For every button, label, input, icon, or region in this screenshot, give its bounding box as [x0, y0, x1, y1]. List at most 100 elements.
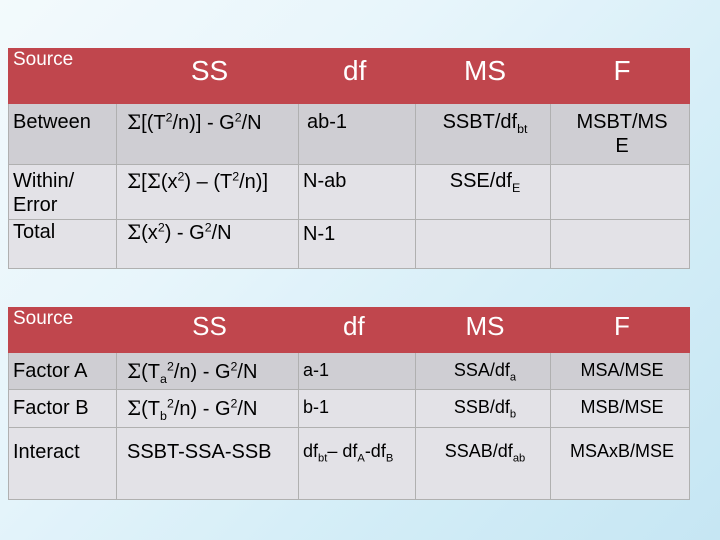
sigma-symbol: Σ — [127, 396, 142, 420]
table1-header-ss: SS — [116, 48, 299, 104]
table1-between-f: MSBT/MS E — [550, 103, 690, 165]
table1-within-ms: SSE/dfE — [415, 164, 551, 220]
table1-header-ms: MS — [415, 48, 551, 104]
ms-part: SSA/df — [453, 360, 510, 380]
table2-row-factor-a: Factor A Σ(Ta2/n) - G2/N a-1 SSA/dfa MSA… — [8, 352, 690, 390]
table2-interact-label: Interact — [8, 427, 117, 500]
table1-within-f — [550, 164, 690, 220]
sigma-symbol: Σ — [127, 110, 142, 134]
table2-header-ms-label: MS — [465, 311, 505, 341]
table2-factor-a-f: MSA/MSE — [550, 352, 690, 390]
table2-interact-df: dfbt– dfA-dfB — [298, 427, 416, 500]
ss-part: /n) - G — [173, 398, 231, 420]
table2-factor-a-ss: Σ(Ta2/n) - G2/N — [116, 352, 299, 390]
table2-header-f: F — [550, 307, 690, 353]
table2-header-df-label: df — [343, 311, 365, 341]
table2-factor-b-label: Factor B — [8, 389, 117, 428]
table2-factor-a-ms: SSA/dfa — [415, 352, 551, 390]
df-part: -df — [364, 441, 386, 461]
ss-part: /N — [237, 361, 258, 383]
f-line: MSBT/MS — [576, 111, 668, 133]
sigma-symbol: Σ — [127, 220, 142, 244]
table1-header-source: Source — [8, 48, 117, 104]
table1-total-ss: Σ(x2) - G2/N — [116, 219, 299, 269]
table2-factor-b-df: b-1 — [298, 389, 416, 428]
df-subscript: bt — [318, 452, 328, 465]
table2-row-interact: Interact SSBT-SSA-SSB dfbt– dfA-dfB SSAB… — [8, 427, 690, 500]
ss-part: (T — [141, 398, 161, 420]
ss-part: /N — [241, 112, 262, 134]
table2-header-ss: SS — [116, 307, 299, 353]
table1-header-f-label: F — [613, 55, 631, 86]
table2-interact-ms: SSAB/dfab — [415, 427, 551, 500]
table2-header-ss-label: SS — [192, 311, 227, 341]
ss-exponent: 2 — [230, 359, 238, 374]
ss-part: (T — [141, 361, 161, 383]
ss-exponent: 2 — [232, 169, 240, 184]
table1-within-ss: Σ[Σ(x2) – (T2/n)] — [116, 164, 299, 220]
table1-header-ss-label: SS — [190, 55, 229, 86]
table1-total-ms — [415, 219, 551, 269]
df-part: df — [303, 441, 319, 461]
ss-exponent: 2 — [177, 169, 185, 184]
sigma-symbol: Σ — [146, 169, 161, 193]
ss-part: (x — [160, 171, 178, 193]
ss-exponent: 2 — [230, 396, 238, 411]
ss-part: (x — [141, 222, 158, 244]
table1-header-ms-label: MS — [464, 55, 506, 86]
ms-part: SSE/df — [449, 170, 512, 192]
table1-header-df-label: df — [343, 55, 367, 86]
table2-factor-b-ss: Σ(Tb2/n) - G2/N — [116, 389, 299, 428]
ss-part: ) - G — [164, 222, 205, 244]
ms-part: SSB/df — [453, 397, 510, 417]
table1-total-label: Total — [8, 219, 117, 269]
anova-table-two-way: Source SS df MS F Factor A Σ(Ta2/n) - G2… — [8, 307, 690, 500]
table2-header-f-label: F — [614, 311, 630, 341]
ms-subscript: b — [509, 408, 517, 421]
label-line: Within/ — [13, 170, 75, 192]
table2-factor-b-ms: SSB/dfb — [415, 389, 551, 428]
table2-factor-a-df: a-1 — [298, 352, 416, 390]
ss-exponent: 2 — [157, 220, 165, 235]
f-line: E — [615, 135, 629, 157]
table2-row-factor-b: Factor B Σ(Tb2/n) - G2/N b-1 SSB/dfb MSB… — [8, 389, 690, 428]
table2-header-source-label: Source — [13, 308, 74, 329]
ms-subscript: ab — [512, 452, 526, 465]
table1-header-df: df — [298, 48, 416, 104]
table2-interact-f: MSAxB/MSE — [550, 427, 690, 500]
ss-exponent: 2 — [204, 220, 212, 235]
ms-subscript: bt — [517, 122, 528, 136]
ss-exponent: 2 — [234, 110, 242, 125]
table2-header-df: df — [298, 307, 416, 353]
table1-between-df: ab-1 — [298, 103, 416, 165]
sigma-symbol: Σ — [127, 359, 142, 383]
table2-factor-b-f: MSB/MSE — [550, 389, 690, 428]
label-line: Error — [13, 194, 58, 216]
df-subscript: B — [385, 452, 394, 465]
ss-exponent: 2 — [165, 110, 173, 125]
table1-row-within: Within/Error Σ[Σ(x2) – (T2/n)] N-ab SSE/… — [8, 164, 690, 220]
table1-between-ms: SSBT/dfbt — [415, 103, 551, 165]
ss-subscript: b — [160, 409, 167, 423]
table2-header-row: Source SS df MS F — [8, 307, 690, 353]
table2-interact-ss: SSBT-SSA-SSB — [116, 427, 299, 500]
df-part: – df — [327, 441, 358, 461]
table1-row-between: Between Σ[(T2/n)] - G2/N ab-1 SSBT/dfbt … — [8, 103, 690, 165]
sigma-symbol: Σ — [127, 169, 142, 193]
ss-part: [(T — [141, 112, 166, 134]
table2-factor-a-label: Factor A — [8, 352, 117, 390]
table1-header-source-label: Source — [13, 49, 74, 70]
table1-total-f — [550, 219, 690, 269]
ss-part: /n) - G — [173, 361, 231, 383]
df-subscript: A — [357, 452, 365, 465]
table1-header-f: F — [550, 48, 690, 104]
table1-within-label: Within/Error — [8, 164, 117, 220]
table2-header-ms: MS — [415, 307, 551, 353]
table1-between-label: Between — [8, 103, 117, 165]
ss-exponent: 2 — [166, 359, 174, 374]
ss-part: /n)] — [239, 171, 269, 193]
ms-part: SSAB/df — [444, 441, 513, 461]
ms-part: SSBT/df — [442, 111, 518, 133]
ss-part: [ — [141, 171, 147, 193]
ss-part: /N — [237, 398, 258, 420]
